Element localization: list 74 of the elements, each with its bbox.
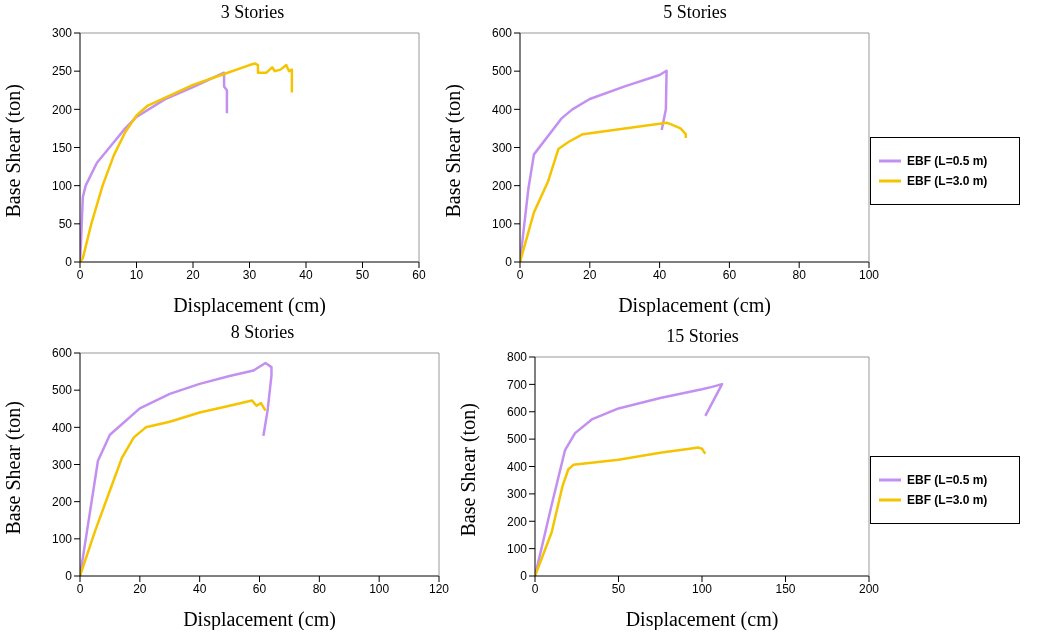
y-tick-label: 400: [491, 102, 513, 117]
y-tick-label: 100: [506, 541, 528, 556]
x-tick-label: 40: [192, 581, 207, 596]
y-tick-label: 300: [506, 487, 528, 502]
x-tick-label: 100: [858, 267, 880, 282]
x-tick-label: 20: [583, 267, 597, 282]
legend-label: EBF (L=3.0 m): [907, 174, 988, 188]
x-tick-label: 60: [722, 267, 737, 282]
line-series: [80, 62, 294, 262]
x-tick-label: 10: [129, 267, 144, 282]
y-tick-label: 250: [51, 64, 73, 79]
x-tick-label: 100: [691, 581, 713, 596]
x-tick-label: 60: [252, 581, 267, 596]
legend-label: EBF (L=0.5 m): [907, 154, 988, 168]
y-tick-label: 700: [506, 377, 528, 392]
x-tick-label: 40: [652, 267, 667, 282]
y-tick-label: 400: [506, 459, 528, 474]
y-tick-label: 500: [506, 432, 528, 447]
y-tick-label: 300: [51, 26, 73, 41]
legend-label: EBF (L=3.0 m): [907, 493, 988, 507]
y-tick-label: 400: [51, 420, 73, 435]
y-tick-label: 300: [491, 140, 513, 155]
x-tick-label: 150: [775, 581, 796, 596]
x-tick-label: 200: [858, 581, 880, 596]
y-tick-label: 800: [506, 350, 528, 365]
y-tick-label: 200: [506, 514, 528, 529]
x-axis-title: Displacement (cm): [183, 608, 336, 631]
x-tick-label: 0: [76, 267, 84, 282]
y-tick-label: 500: [491, 64, 513, 79]
y-tick-label: 100: [51, 532, 73, 547]
x-tick-label: 0: [76, 581, 84, 596]
y-tick-label: 200: [51, 494, 73, 509]
line-series: [535, 446, 707, 576]
chart-title: 5 Stories: [662, 2, 728, 23]
y-tick-label: 0: [505, 255, 513, 270]
chart-title: 3 Stories: [219, 2, 286, 23]
line-series: [80, 399, 267, 576]
y-axis-title: Base Shear (ton): [457, 403, 481, 537]
y-tick-label: 100: [491, 217, 513, 232]
x-tick-label: 80: [312, 581, 327, 596]
chart-title: 8 Stories: [229, 322, 296, 343]
y-tick-label: 200: [51, 102, 73, 117]
y-tick-label: 600: [51, 346, 73, 361]
x-tick-label: 80: [792, 267, 807, 282]
x-tick-label: 50: [611, 581, 626, 596]
y-tick-label: 600: [491, 26, 513, 41]
x-axis-title: Displacement (cm): [173, 294, 326, 317]
x-tick-label: 100: [369, 581, 390, 596]
y-tick-label: 150: [51, 140, 73, 155]
x-tick-label: 60: [412, 267, 426, 282]
x-tick-label: 0: [531, 581, 539, 596]
x-tick-label: 30: [242, 267, 257, 282]
y-tick-label: 50: [58, 217, 73, 232]
y-tick-label: 0: [520, 569, 528, 584]
y-tick-label: 200: [491, 178, 513, 193]
x-tick-label: 20: [186, 267, 200, 282]
x-axis-title: Displacement (cm): [618, 294, 771, 317]
y-tick-label: 100: [51, 178, 73, 193]
x-axis-title: Displacement (cm): [625, 608, 779, 631]
y-tick-label: 300: [51, 457, 73, 472]
legend-label: EBF (L=0.5 m): [907, 473, 988, 487]
x-tick-label: 120: [428, 581, 450, 596]
chart-title: 15 Stories: [665, 326, 740, 347]
y-tick-label: 0: [65, 569, 73, 584]
y-tick-label: 500: [51, 383, 73, 398]
y-axis-title: Base Shear (ton): [2, 401, 26, 535]
y-axis-title: Base Shear (ton): [442, 84, 466, 218]
x-tick-label: 50: [355, 267, 370, 282]
y-tick-label: 0: [65, 255, 73, 270]
x-tick-label: 20: [133, 581, 147, 596]
y-tick-label: 600: [506, 405, 528, 420]
y-axis-title: Base Shear (ton): [2, 84, 26, 218]
x-tick-label: 40: [299, 267, 313, 282]
line-series: [520, 121, 688, 262]
